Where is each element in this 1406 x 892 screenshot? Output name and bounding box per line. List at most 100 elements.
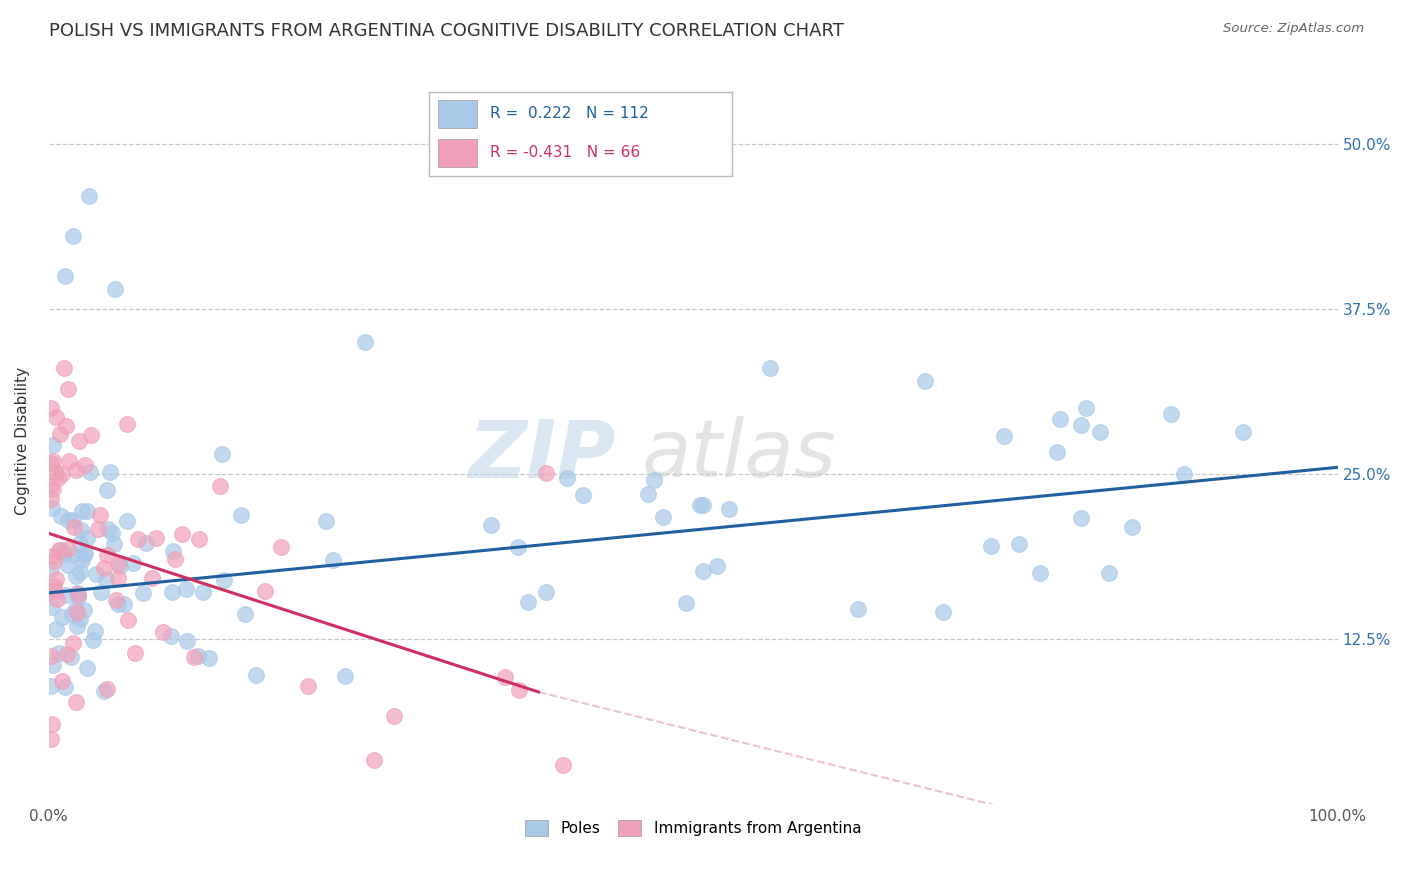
Point bbox=[980, 539, 1002, 553]
Point bbox=[69, 565, 91, 579]
Point bbox=[101, 525, 124, 540]
Point bbox=[297, 679, 319, 693]
Point bbox=[93, 684, 115, 698]
Point bbox=[1173, 467, 1195, 481]
Point bbox=[162, 585, 184, 599]
Point bbox=[176, 634, 198, 648]
Point bbox=[82, 632, 104, 647]
Point bbox=[51, 467, 73, 481]
Point bbox=[127, 533, 149, 547]
Point bbox=[42, 554, 65, 568]
Point bbox=[914, 374, 936, 388]
Point bbox=[555, 471, 578, 485]
Point bbox=[94, 572, 117, 586]
Point bbox=[51, 610, 73, 624]
Point bbox=[717, 502, 740, 516]
Point bbox=[103, 537, 125, 551]
Point bbox=[1070, 511, 1092, 525]
Point bbox=[63, 520, 86, 534]
Point bbox=[65, 695, 87, 709]
Point bbox=[49, 542, 72, 557]
Point bbox=[42, 583, 65, 598]
Point bbox=[62, 549, 84, 563]
Point bbox=[553, 757, 575, 772]
Point bbox=[107, 597, 129, 611]
Point bbox=[183, 650, 205, 665]
Point bbox=[41, 500, 63, 515]
Point bbox=[41, 649, 63, 664]
Point bbox=[209, 479, 232, 493]
Point bbox=[1232, 425, 1254, 439]
Point bbox=[41, 731, 63, 746]
Point bbox=[48, 427, 70, 442]
Point bbox=[53, 268, 76, 283]
Point bbox=[174, 582, 197, 597]
Point bbox=[96, 682, 118, 697]
Point bbox=[141, 571, 163, 585]
Point bbox=[692, 564, 714, 578]
Point bbox=[80, 428, 103, 442]
Point bbox=[45, 572, 67, 586]
Point bbox=[44, 466, 66, 480]
Point bbox=[44, 584, 66, 599]
Point bbox=[993, 429, 1015, 443]
Point bbox=[270, 540, 292, 554]
Text: POLISH VS IMMIGRANTS FROM ARGENTINA COGNITIVE DISABILITY CORRELATION CHART: POLISH VS IMMIGRANTS FROM ARGENTINA COGN… bbox=[49, 22, 844, 40]
Point bbox=[65, 462, 87, 476]
Point bbox=[637, 487, 659, 501]
Point bbox=[479, 517, 502, 532]
Point bbox=[932, 605, 955, 619]
Point bbox=[55, 680, 77, 694]
Point bbox=[67, 434, 90, 448]
Point bbox=[46, 471, 69, 485]
Point bbox=[516, 594, 538, 608]
Point bbox=[245, 668, 267, 682]
Point bbox=[1045, 445, 1067, 459]
Point bbox=[163, 551, 186, 566]
Legend: Poles, Immigrants from Argentina: Poles, Immigrants from Argentina bbox=[517, 813, 869, 844]
Point bbox=[162, 544, 184, 558]
Point bbox=[44, 579, 66, 593]
Point bbox=[1049, 412, 1071, 426]
Point bbox=[1029, 566, 1052, 581]
Point bbox=[58, 382, 80, 396]
Point bbox=[45, 410, 67, 425]
Point bbox=[41, 716, 63, 731]
Point bbox=[69, 612, 91, 626]
Point bbox=[508, 682, 530, 697]
Point bbox=[41, 401, 63, 415]
Point bbox=[254, 584, 277, 599]
Point bbox=[211, 447, 233, 461]
Point bbox=[188, 532, 211, 546]
Point bbox=[193, 584, 215, 599]
Point bbox=[70, 524, 93, 538]
Point bbox=[84, 624, 107, 638]
Point bbox=[675, 596, 697, 610]
Point bbox=[49, 508, 72, 523]
Point bbox=[62, 229, 84, 244]
Point bbox=[42, 438, 65, 452]
Point bbox=[62, 636, 84, 650]
Point bbox=[534, 466, 557, 480]
Point bbox=[110, 558, 132, 573]
Point bbox=[56, 647, 79, 661]
Point bbox=[41, 479, 63, 493]
Point bbox=[90, 584, 112, 599]
Point bbox=[76, 532, 98, 546]
Point bbox=[135, 536, 157, 550]
Point bbox=[55, 588, 77, 602]
Point bbox=[187, 648, 209, 663]
Point bbox=[508, 540, 530, 554]
Point bbox=[41, 456, 63, 470]
Point bbox=[124, 646, 146, 660]
Point bbox=[1160, 407, 1182, 421]
Point bbox=[46, 592, 69, 607]
Point bbox=[58, 453, 80, 467]
Point bbox=[65, 602, 87, 616]
Point bbox=[363, 753, 385, 767]
Point bbox=[41, 679, 63, 693]
Point bbox=[60, 650, 83, 665]
Point bbox=[333, 669, 356, 683]
Point bbox=[41, 658, 63, 673]
Point bbox=[121, 556, 143, 570]
